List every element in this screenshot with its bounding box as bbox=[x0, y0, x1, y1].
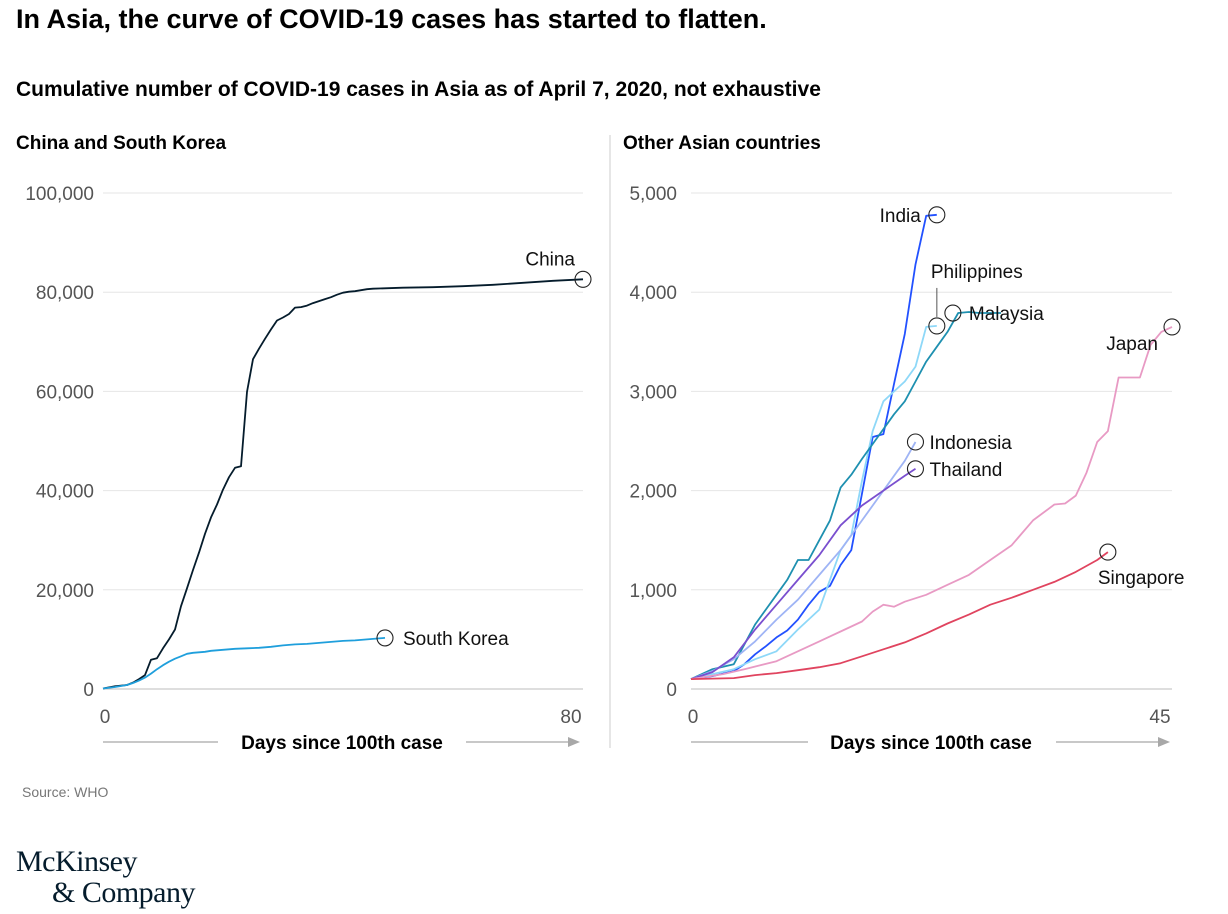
series-line-india bbox=[690, 213, 937, 680]
x-axis-arrowhead bbox=[1158, 737, 1170, 747]
subtitle: Cumulative number of COVID-19 cases in A… bbox=[16, 78, 821, 101]
y-tick-label: 5,000 bbox=[629, 184, 677, 205]
x-axis-label: Days since 100th case bbox=[241, 733, 443, 754]
y-tick-label: 0 bbox=[83, 680, 94, 701]
x-axis-label: Days since 100th case bbox=[830, 733, 1032, 754]
y-tick-label: 40,000 bbox=[36, 482, 94, 503]
series-line-thailand bbox=[690, 468, 916, 680]
series-label-japan: Japan bbox=[1106, 334, 1158, 355]
end-marker-indonesia bbox=[906, 433, 925, 451]
end-marker-thailand bbox=[906, 460, 925, 478]
x-tick-label: 0 bbox=[100, 707, 111, 728]
end-marker-south-korea bbox=[376, 629, 394, 647]
x-axis-arrowhead bbox=[568, 737, 580, 747]
series-label-china: China bbox=[525, 249, 575, 270]
y-tick-label: 100,000 bbox=[25, 184, 94, 205]
left-panel-title: China and South Korea bbox=[16, 133, 227, 154]
series-label-south-korea: South Korea bbox=[403, 629, 509, 650]
series-label-indonesia: Indonesia bbox=[929, 433, 1012, 454]
series-line-china bbox=[102, 278, 584, 690]
chart-panel-china-korea: 0 20,000 40,000 60,000 80,000 100,000 0 80 Days … bbox=[25, 184, 592, 754]
y-tick-label: 4,000 bbox=[629, 283, 677, 304]
right-panel-title: Other Asian countries bbox=[623, 133, 821, 154]
x-tick-label: 45 bbox=[1149, 707, 1170, 728]
end-marker-china bbox=[574, 270, 592, 288]
x-tick-label: 80 bbox=[560, 707, 581, 728]
y-tick-label: 60,000 bbox=[36, 382, 94, 403]
series-line-indonesia bbox=[690, 441, 917, 680]
logo-line-1: McKinsey bbox=[16, 845, 137, 878]
x-tick-label: 0 bbox=[688, 707, 699, 728]
series-line-malaysia bbox=[690, 311, 1001, 680]
chart-panel-other-asia: 0 1,000 2,000 3,000 4,000 5,000 0 45 Days since … bbox=[629, 184, 1184, 754]
y-tick-label: 0 bbox=[666, 680, 677, 701]
series-label-thailand: Thailand bbox=[929, 460, 1002, 481]
mckinsey-logo: McKinsey & Company bbox=[16, 845, 196, 909]
y-tick-label: 20,000 bbox=[36, 581, 94, 602]
series-label-singapore: Singapore bbox=[1098, 568, 1185, 589]
end-marker-singapore bbox=[1099, 543, 1117, 561]
series-label-philippines: Philippines bbox=[931, 262, 1023, 283]
series-line-japan bbox=[690, 326, 1173, 680]
series-line-singapore bbox=[690, 551, 1109, 680]
end-marker-philippines bbox=[928, 317, 946, 335]
end-marker-malaysia bbox=[944, 304, 962, 322]
y-tick-label: 3,000 bbox=[629, 382, 677, 403]
y-tick-label: 1,000 bbox=[629, 581, 677, 602]
end-marker-japan bbox=[1163, 318, 1181, 336]
series-label-india: India bbox=[880, 206, 922, 227]
y-tick-label: 80,000 bbox=[36, 283, 94, 304]
end-marker-india bbox=[928, 206, 946, 224]
series-line-philippines bbox=[690, 325, 937, 680]
source-note: Source: WHO bbox=[22, 784, 109, 800]
headline: In Asia, the curve of COVID-19 cases has… bbox=[16, 4, 767, 34]
series-label-malaysia: Malaysia bbox=[969, 304, 1044, 325]
series-line-south-korea bbox=[102, 637, 386, 690]
logo-line-2: & Company bbox=[52, 876, 196, 909]
y-tick-label: 2,000 bbox=[629, 482, 677, 503]
